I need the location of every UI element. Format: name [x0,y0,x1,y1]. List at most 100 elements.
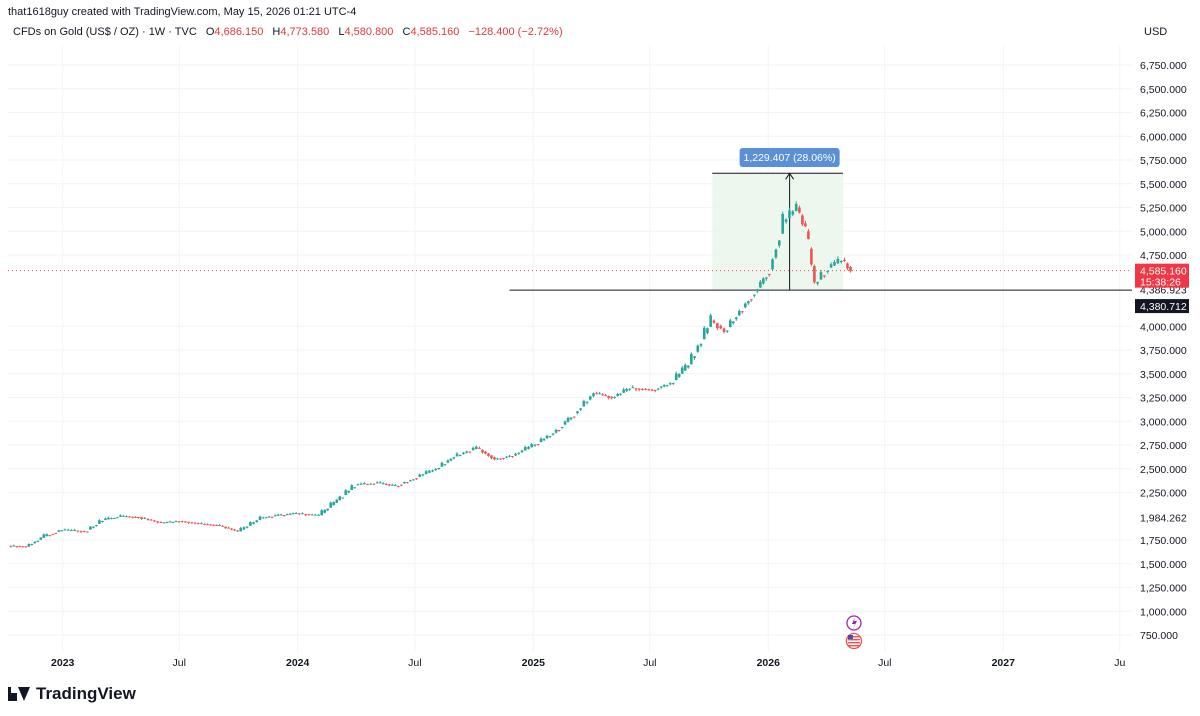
candle-body [375,482,379,484]
candle-body [768,274,771,275]
candle-body [440,462,444,467]
candle-body [323,509,327,513]
candle-body [60,530,64,532]
candle-body [218,525,221,527]
candle-body [750,299,753,301]
us-flag-stripe [847,636,860,638]
candle-body [747,301,750,304]
candle-body [455,453,459,457]
candle-body [579,408,582,410]
candle-body [113,518,116,520]
candle-body [774,249,778,258]
candle-body [601,394,604,396]
candle-body [548,436,552,438]
candle-body [156,521,159,523]
candle-body [196,523,200,525]
candle-body [449,458,453,461]
measure-label: 1,229.407 (28.06%) [743,152,835,164]
attribution-text: that1618guy created with TradingView.com… [8,6,357,18]
us-flag-canton [847,635,853,639]
candle-body [719,325,723,329]
candle-body [778,240,781,246]
x-tick-label: Ju [1114,657,1125,669]
candle-body [545,435,549,439]
candle-body [9,545,13,547]
candle-body [523,447,527,451]
candle-body [122,515,125,517]
candle-body [810,248,813,265]
candle-body [273,515,277,517]
candle-body [712,320,716,323]
candle-body [171,521,175,523]
candle-body [215,525,218,527]
candle-body [637,388,641,390]
candle-body [200,523,203,525]
candle-body [807,231,810,239]
candle-body [508,455,511,457]
candle-body [66,529,70,531]
candle-body [187,521,190,523]
brand-name: TradingView [36,684,136,703]
candle-body [314,514,317,516]
symbol-name[interactable]: CFDs on Gold (US$ / OZ) · 1W · TVC [13,26,197,38]
y-tick-label: 2,250.000 [1140,488,1187,500]
measure-range-box[interactable] [712,173,843,291]
candle-body [403,482,406,484]
us-flag-stripe [847,645,860,647]
candle-body [475,446,478,450]
candle-body [279,514,283,516]
candle-body [801,215,804,225]
candle-body [174,521,178,523]
candle-body [21,546,25,548]
currency-label[interactable]: USD [1144,26,1168,38]
candle-body [781,213,784,234]
candle-body [57,530,61,532]
candle-body [137,517,140,519]
candle-body [258,516,262,521]
candle-body [592,393,595,397]
candle-body [595,392,598,394]
candle-body [27,544,31,547]
candle-body [598,393,601,395]
y-tick-label: 5,500.000 [1140,179,1187,191]
candle-body [572,416,576,418]
candle-body [42,534,46,538]
candle-body [233,529,236,531]
candle-body [359,483,363,485]
candle-body [462,452,465,454]
candle-body [634,388,638,390]
candle-body [610,396,613,399]
x-tick-label: Jul [643,657,656,669]
candle-body [131,516,134,518]
high-label: H [272,26,281,38]
candle-body [255,520,259,522]
candle-body [242,527,246,530]
candle-body [613,396,616,398]
candle-body [706,328,709,334]
candle-body [116,517,119,519]
candle-body [686,365,690,368]
candle-body [338,496,342,501]
candle-body [307,514,311,516]
candle-body [294,513,298,515]
candle-body [239,527,243,532]
candle-body [458,454,462,456]
candle-body [465,451,468,453]
candle-body [193,522,197,524]
y-tick-label: 1,000.000 [1140,606,1187,618]
candle-body [356,484,360,486]
candle-body [125,516,128,518]
measure-label-bg [739,148,840,167]
candle-body [502,457,505,459]
y-tick-label: 5,250.000 [1140,203,1187,215]
candle-body [493,457,496,460]
last-price-label: 4,585.160 [1140,266,1187,278]
tradingview-logo: TradingView [8,684,136,704]
y-tick-label: 6,500.000 [1140,84,1187,96]
candle-body [128,516,131,518]
candle-body [826,270,830,272]
candle-body [709,315,712,327]
candle-body [353,487,357,489]
y-tick-label: 6,250.000 [1140,108,1187,120]
